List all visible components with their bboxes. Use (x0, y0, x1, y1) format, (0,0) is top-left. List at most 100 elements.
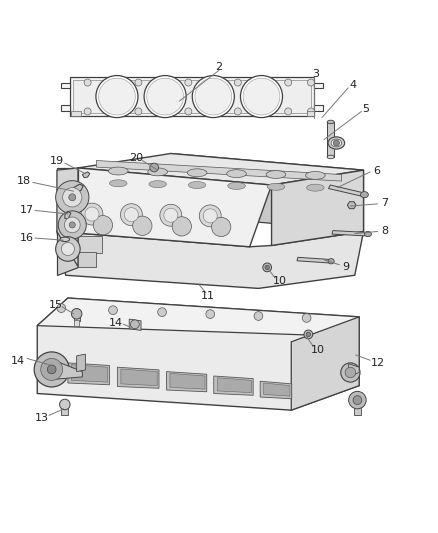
Circle shape (192, 76, 234, 118)
Text: 15: 15 (49, 300, 63, 310)
Circle shape (131, 320, 139, 329)
Polygon shape (170, 374, 205, 389)
Ellipse shape (187, 169, 207, 177)
Circle shape (150, 163, 159, 172)
Circle shape (158, 308, 166, 317)
Circle shape (306, 332, 311, 336)
Text: 14: 14 (109, 318, 123, 328)
Polygon shape (71, 365, 108, 382)
Text: 16: 16 (20, 232, 34, 243)
Polygon shape (328, 185, 364, 197)
Text: 3: 3 (312, 69, 319, 79)
Text: 2: 2 (215, 62, 223, 72)
Circle shape (185, 108, 192, 115)
Text: 10: 10 (311, 345, 325, 355)
Polygon shape (121, 369, 157, 386)
Ellipse shape (328, 137, 345, 149)
Polygon shape (73, 80, 311, 113)
Circle shape (133, 216, 152, 236)
Circle shape (56, 237, 80, 261)
Polygon shape (297, 257, 330, 263)
Text: 14: 14 (11, 356, 25, 366)
Bar (307, 111, 314, 116)
Text: 6: 6 (373, 166, 380, 176)
Ellipse shape (228, 182, 245, 189)
Circle shape (285, 79, 292, 86)
Circle shape (135, 79, 142, 86)
Text: 13: 13 (35, 413, 49, 423)
Ellipse shape (227, 169, 246, 177)
Circle shape (56, 181, 89, 214)
Circle shape (333, 140, 339, 146)
Ellipse shape (331, 139, 342, 147)
Polygon shape (57, 168, 78, 266)
Polygon shape (57, 168, 272, 247)
Ellipse shape (109, 167, 128, 175)
Circle shape (69, 194, 76, 201)
Ellipse shape (188, 182, 206, 189)
Circle shape (60, 399, 70, 410)
Circle shape (124, 208, 138, 222)
Circle shape (353, 395, 362, 405)
Circle shape (185, 79, 192, 86)
Circle shape (345, 367, 356, 378)
Polygon shape (52, 359, 82, 379)
Circle shape (84, 79, 91, 86)
Text: 20: 20 (129, 153, 143, 163)
Bar (78, 252, 96, 268)
Polygon shape (117, 367, 159, 388)
Circle shape (234, 79, 241, 86)
Circle shape (206, 310, 215, 318)
Circle shape (265, 265, 269, 270)
Circle shape (84, 108, 91, 115)
Bar (327, 122, 334, 157)
Circle shape (302, 313, 311, 322)
Ellipse shape (110, 180, 127, 187)
Circle shape (57, 304, 66, 312)
Polygon shape (61, 83, 70, 88)
Text: 7: 7 (381, 198, 388, 208)
Circle shape (160, 204, 182, 226)
Ellipse shape (360, 191, 368, 198)
Polygon shape (264, 383, 290, 396)
Circle shape (263, 263, 272, 272)
Circle shape (64, 217, 80, 233)
Circle shape (254, 312, 263, 320)
Ellipse shape (148, 168, 167, 176)
Polygon shape (57, 168, 78, 275)
Ellipse shape (149, 181, 166, 188)
Circle shape (341, 363, 360, 382)
Polygon shape (65, 212, 71, 219)
Circle shape (99, 78, 135, 115)
Circle shape (164, 208, 178, 222)
Circle shape (307, 79, 314, 86)
Bar (78, 236, 102, 253)
Polygon shape (68, 363, 110, 385)
Bar (74, 320, 79, 326)
Circle shape (304, 330, 313, 339)
Polygon shape (70, 77, 314, 116)
Ellipse shape (266, 171, 286, 179)
Text: 5: 5 (362, 104, 369, 114)
Polygon shape (96, 160, 342, 181)
Text: 17: 17 (20, 205, 34, 215)
Circle shape (41, 359, 63, 381)
Circle shape (144, 76, 186, 118)
Bar (354, 399, 361, 415)
Text: 4: 4 (349, 80, 356, 90)
Circle shape (120, 204, 142, 225)
Circle shape (81, 203, 103, 225)
Ellipse shape (328, 259, 334, 264)
Circle shape (85, 207, 99, 221)
Polygon shape (57, 231, 364, 288)
Polygon shape (217, 378, 251, 393)
Circle shape (243, 78, 280, 115)
Circle shape (58, 211, 86, 239)
Circle shape (212, 217, 231, 237)
Polygon shape (260, 381, 292, 399)
Text: 8: 8 (381, 227, 388, 237)
Bar (74, 312, 80, 321)
Ellipse shape (305, 172, 325, 179)
Polygon shape (61, 106, 70, 111)
Circle shape (63, 188, 82, 207)
